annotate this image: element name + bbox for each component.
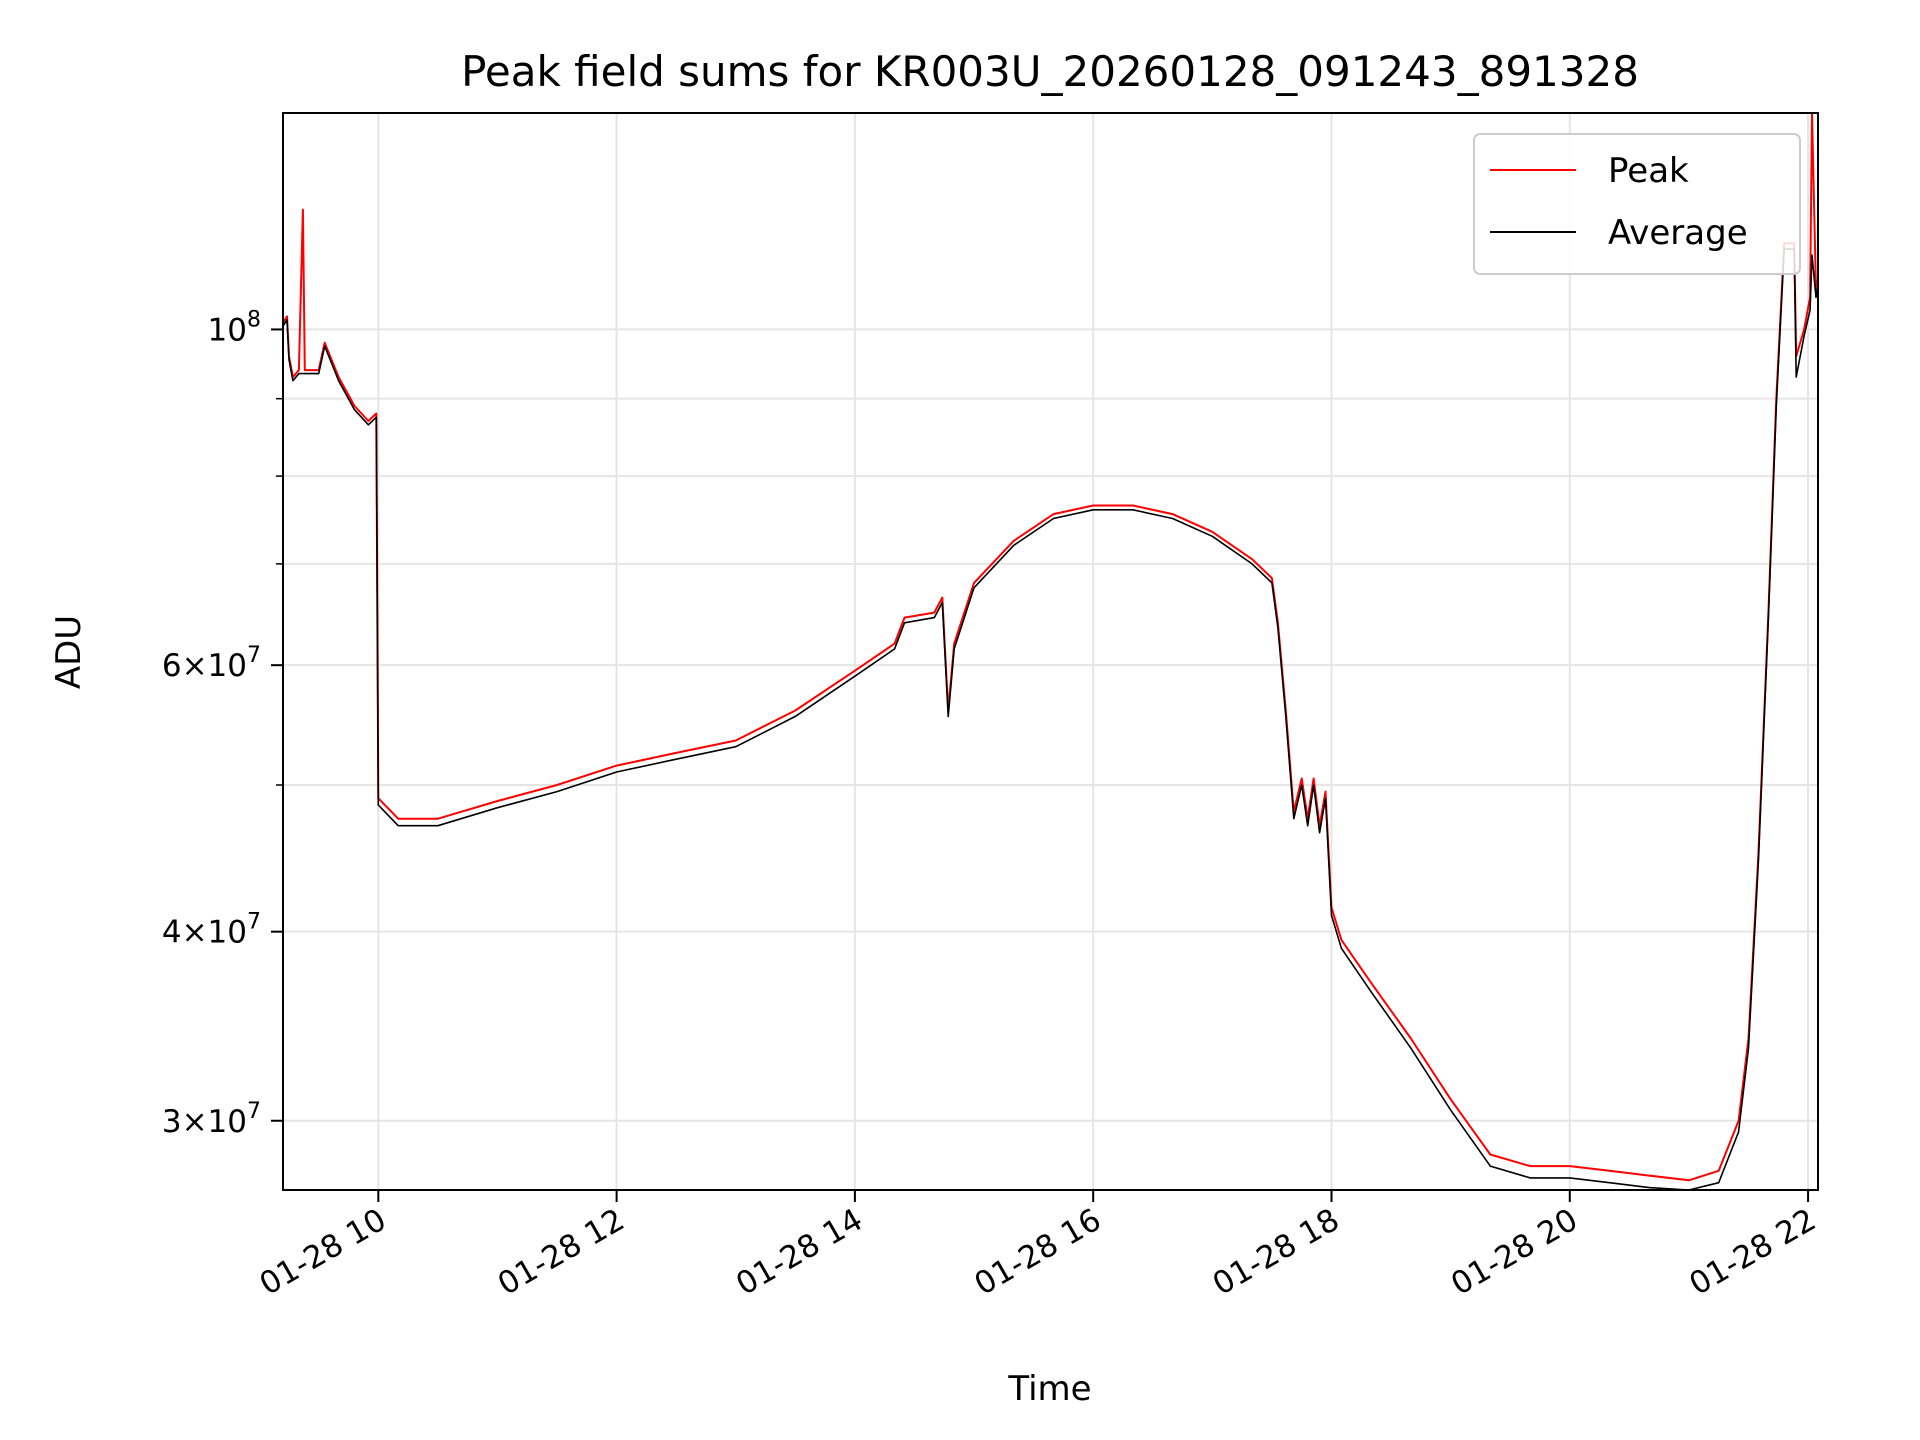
- y-tick-label: 108: [208, 307, 261, 348]
- y-tick-times: ×: [182, 915, 208, 951]
- x-tick-label: 01-28 20: [1445, 1202, 1584, 1303]
- series-layer: [282, 112, 1819, 1191]
- plot-frame: [282, 112, 1819, 1191]
- x-tick-label: 01-28 12: [492, 1202, 631, 1303]
- series-line-average: [282, 248, 1819, 1191]
- legend-label-average: Average: [1608, 213, 1748, 253]
- y-tick-label: 6×107: [162, 643, 261, 684]
- y-tick-label: 4×107: [162, 910, 261, 951]
- x-tick-label: 01-28 18: [1207, 1202, 1346, 1303]
- y-tick-base: 10: [208, 1104, 247, 1140]
- y-tick-mantissa: 4: [162, 915, 182, 951]
- y-tick-mantissa: 6: [162, 648, 182, 684]
- y-tick-exponent: 8: [247, 307, 261, 332]
- y-tick-base: 10: [208, 648, 247, 684]
- series-line-peak: [282, 112, 1819, 1182]
- y-tick-exponent: 7: [247, 910, 261, 935]
- y-tick-exponent: 7: [247, 643, 261, 668]
- y-tick-base: 10: [208, 915, 247, 951]
- x-tick-label: 01-28 22: [1683, 1202, 1822, 1303]
- y-tick-mantissa: 3: [162, 1104, 182, 1140]
- x-tick-label: 01-28 10: [254, 1202, 393, 1303]
- y-tick-times: ×: [182, 1104, 208, 1140]
- grid-lines: [283, 113, 1818, 1190]
- y-tick-times: ×: [182, 648, 208, 684]
- x-tick-label: 01-28 14: [730, 1202, 869, 1303]
- y-tick-exponent: 7: [247, 1099, 261, 1124]
- y-tick-base: 10: [208, 312, 247, 348]
- y-tick-label: 3×107: [162, 1099, 261, 1140]
- axis-ticks: 01-28 10 01-28 12 01-28 14 01-28 16 01-28 18…: [162, 307, 1822, 1302]
- x-axis-title: Time: [1007, 1369, 1091, 1409]
- x-tick-label: 01-28 16: [968, 1202, 1107, 1303]
- chart-title: Peak field sums for KR003U_20260128_0912…: [461, 47, 1639, 96]
- legend: Peak Average: [1473, 133, 1801, 275]
- legend-label-peak: Peak: [1608, 151, 1689, 191]
- y-axis-title: ADU: [49, 615, 89, 689]
